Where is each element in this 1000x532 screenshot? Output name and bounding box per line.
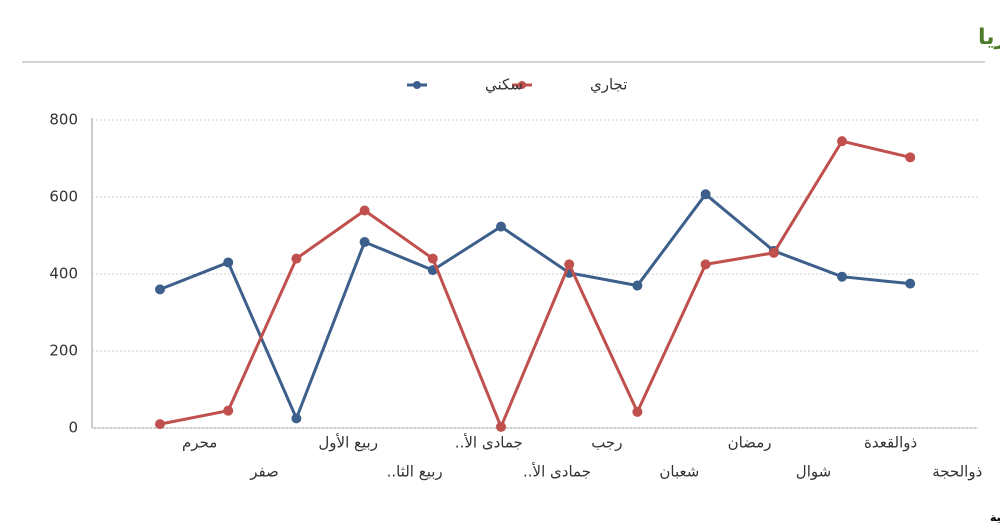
point xyxy=(837,136,847,147)
point xyxy=(700,259,711,270)
y-tick-label: 400 xyxy=(49,265,78,283)
legend-marker xyxy=(518,81,526,89)
point xyxy=(427,253,438,264)
point xyxy=(700,189,711,200)
legend-label: سكني xyxy=(485,76,523,95)
point xyxy=(564,259,575,270)
y-tick-label: 0 xyxy=(68,419,78,437)
x-tick-label: جمادى الأ.. xyxy=(455,433,523,452)
legend-marker xyxy=(413,81,421,89)
point xyxy=(291,413,302,424)
x-tick-label: ربيع الأول xyxy=(318,433,378,452)
x-tick-label: ربيع الثا.. xyxy=(387,463,443,481)
series-line xyxy=(159,192,911,423)
point xyxy=(632,406,643,417)
point xyxy=(359,205,370,216)
point xyxy=(155,419,165,430)
y-tick-label: 200 xyxy=(49,342,78,360)
x-tick-label: رمضان xyxy=(728,434,772,452)
legend-label: تجاري xyxy=(590,76,627,95)
footer: صحيفة شقراء الإلكترونية xyxy=(990,511,1000,524)
point xyxy=(223,257,234,268)
x-tick-label: جمادى الأ.. xyxy=(523,462,591,481)
chart-title: متوسط سعر المتر المربع للعقار شهريا xyxy=(978,25,1000,50)
x-tick-label: رجب xyxy=(591,434,622,452)
point xyxy=(905,152,916,163)
point xyxy=(155,284,165,295)
x-tick-label: صفر xyxy=(249,463,279,481)
point xyxy=(768,247,779,258)
x-tick-label: شعبان xyxy=(659,463,699,481)
point xyxy=(291,253,302,264)
x-tick-label: محرم xyxy=(182,434,217,452)
x-tick-label: ذوالحجة xyxy=(932,463,982,481)
point xyxy=(905,278,916,289)
x-tick-label: شوال xyxy=(796,463,831,481)
point xyxy=(837,271,847,282)
point xyxy=(496,221,506,232)
y-tick-label: 800 xyxy=(49,111,78,129)
series-line xyxy=(159,139,911,431)
y-tick-label: 600 xyxy=(49,188,78,206)
point xyxy=(359,237,370,248)
point xyxy=(632,280,643,291)
point xyxy=(223,405,234,416)
x-tick-label: ذوالقعدة xyxy=(864,434,917,452)
point xyxy=(496,421,506,432)
